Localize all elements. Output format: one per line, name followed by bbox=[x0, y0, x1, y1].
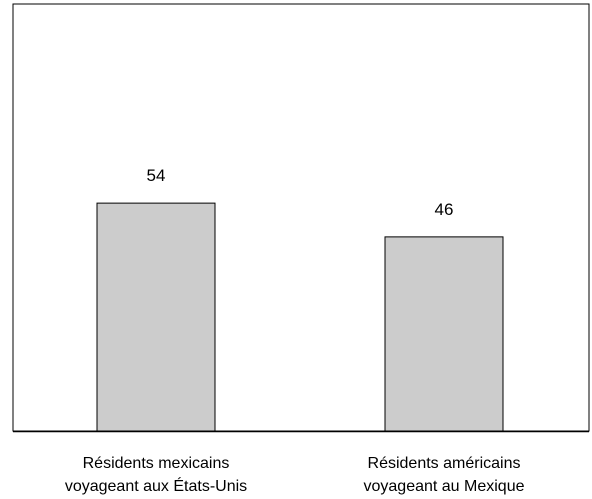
data-label-1: 54 bbox=[147, 166, 166, 185]
category-label-1-line-2: voyageant aux États-Unis bbox=[65, 476, 247, 495]
labels-group: 54 Résidents mexicains voyageant aux États… bbox=[65, 166, 525, 495]
bar-2 bbox=[384, 236, 504, 432]
category-label-2-line-1: Résidents américains bbox=[368, 455, 521, 472]
category-label-1-line-1: Résidents mexicains bbox=[83, 455, 230, 472]
bar-1 bbox=[96, 202, 216, 432]
data-label-2: 46 bbox=[435, 200, 454, 219]
bars-group bbox=[96, 202, 504, 432]
category-label-2-line-2: voyageant au Mexique bbox=[364, 478, 525, 495]
